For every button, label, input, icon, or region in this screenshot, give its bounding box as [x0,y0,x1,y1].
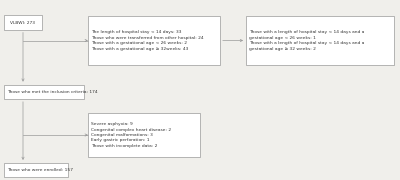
FancyBboxPatch shape [4,85,84,99]
Text: VLBWI: 273: VLBWI: 273 [10,21,36,24]
FancyBboxPatch shape [88,113,200,157]
FancyBboxPatch shape [4,163,68,177]
FancyBboxPatch shape [4,15,42,30]
Text: Those with a length of hospital stay < 14 days and a
gestational age < 26 weeks:: Those with a length of hospital stay < 1… [249,30,364,51]
Text: Those who met the inclusion criteria: 174: Those who met the inclusion criteria: 17… [7,90,98,94]
FancyBboxPatch shape [88,16,220,65]
Text: The length of hospital stay < 14 days: 33
Those who were transferred from other : The length of hospital stay < 14 days: 3… [91,30,204,51]
Text: Those who were enrolled: 157: Those who were enrolled: 157 [7,168,73,172]
Text: Severe asphyxia: 9
Congenital complex heart disease: 2
Congenital malformations:: Severe asphyxia: 9 Congenital complex he… [91,122,171,148]
FancyBboxPatch shape [246,16,394,65]
